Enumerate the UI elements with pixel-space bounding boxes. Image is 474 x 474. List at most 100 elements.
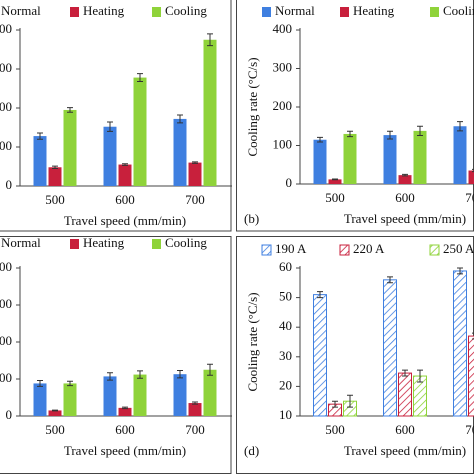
error-bar xyxy=(417,369,423,383)
chart-panel: 0 100 200 300 400 500 600 700 Normal Heating Cooli… xyxy=(236,0,474,232)
error-bar xyxy=(317,136,323,143)
bar xyxy=(63,109,77,186)
bar xyxy=(48,167,62,186)
y-tick-label: 200 xyxy=(0,99,12,114)
error-bar xyxy=(137,370,143,379)
y-tick-label: 40 xyxy=(279,318,292,333)
bar xyxy=(343,133,357,184)
x-tick-label: 500 xyxy=(325,422,345,437)
y-tick-label: 100 xyxy=(0,138,12,153)
error-bar xyxy=(402,369,408,377)
error-bar xyxy=(417,125,423,136)
legend-label: 250 A xyxy=(443,241,474,256)
x-tick-label: 500 xyxy=(45,192,65,207)
legend-swatch xyxy=(429,244,440,256)
bar xyxy=(398,175,412,184)
bar xyxy=(383,135,397,184)
chart-panel: 0 100 200 300 400 500 600 700 Normal Heating Cooli… xyxy=(0,0,232,232)
error-bar xyxy=(402,173,408,177)
bar xyxy=(453,270,467,417)
error-bar xyxy=(192,161,198,164)
panel-border xyxy=(0,0,232,232)
chart-panel: 10 20 30 40 50 60 500 600 700 190 A 220 A 250 A Trav… xyxy=(236,236,474,474)
legend-swatch xyxy=(340,7,349,17)
y-axis-label: Cooling rate (°C/s) xyxy=(245,292,260,391)
y-tick-label: 300 xyxy=(273,59,293,74)
error-bar xyxy=(52,409,58,412)
legend-swatch xyxy=(152,239,161,249)
x-tick-label: 700 xyxy=(465,422,474,437)
y-tick-label: 100 xyxy=(273,136,293,151)
error-bar xyxy=(107,121,113,132)
legend-swatch xyxy=(70,7,79,17)
legend-swatch xyxy=(152,7,161,17)
y-tick-label: 30 xyxy=(279,348,292,363)
error-bar xyxy=(332,178,338,181)
legend-label: Cooling xyxy=(165,236,207,250)
legend-label: 220 A xyxy=(353,241,385,256)
bar xyxy=(453,126,467,184)
y-tick-label: 0 xyxy=(6,177,13,192)
panel-label: (b) xyxy=(244,211,259,226)
x-axis-label: Travel speed (mm/min) xyxy=(344,211,466,226)
bar xyxy=(133,374,147,416)
chart-panel: 0 100 200 300 400 500 600 700 Normal Heating Cooli… xyxy=(0,236,232,474)
bar xyxy=(63,383,77,416)
error-bar xyxy=(207,363,213,376)
bar xyxy=(468,335,474,417)
bar xyxy=(173,118,187,186)
error-bar xyxy=(137,73,143,82)
error-bar xyxy=(177,369,183,379)
legend-label: Cooling xyxy=(165,3,207,18)
bar xyxy=(383,279,397,417)
bar xyxy=(103,126,117,186)
bar xyxy=(118,407,132,416)
legend-swatch xyxy=(261,244,272,256)
panel-border xyxy=(0,236,232,474)
x-tick-label: 700 xyxy=(185,192,205,207)
bar xyxy=(468,170,474,184)
y-tick-label: 400 xyxy=(0,259,12,274)
error-bar xyxy=(122,163,128,166)
x-tick-label: 600 xyxy=(395,190,415,205)
bar xyxy=(313,294,327,417)
bar xyxy=(103,376,117,416)
legend-swatch xyxy=(430,7,439,17)
error-bar xyxy=(317,291,323,299)
legend-label: Normal xyxy=(1,3,41,18)
legend-label: 190 A xyxy=(275,241,307,256)
x-tick-label: 700 xyxy=(185,422,205,437)
error-bar xyxy=(347,130,353,138)
bar xyxy=(398,372,412,417)
bar xyxy=(173,374,187,416)
y-tick-label: 300 xyxy=(0,296,12,311)
y-tick-label: 400 xyxy=(273,21,293,36)
error-bar xyxy=(37,379,43,387)
x-tick-label: 600 xyxy=(395,422,415,437)
bar xyxy=(188,162,202,186)
error-bar xyxy=(37,132,43,140)
legend-label: Heating xyxy=(353,3,395,18)
y-tick-label: 0 xyxy=(6,407,13,422)
x-tick-label: 600 xyxy=(115,422,135,437)
y-tick-label: 200 xyxy=(0,333,12,348)
panel-label: (d) xyxy=(244,443,259,458)
error-bar xyxy=(122,406,128,410)
error-bar xyxy=(457,267,463,275)
legend-swatch xyxy=(70,239,79,249)
y-tick-label: 400 xyxy=(0,21,12,36)
bar xyxy=(48,410,62,416)
bar xyxy=(118,164,132,186)
x-tick-label: 500 xyxy=(45,422,65,437)
error-bar xyxy=(347,394,353,408)
y-tick-label: 20 xyxy=(279,377,292,392)
bar xyxy=(203,369,217,416)
y-tick-label: 10 xyxy=(279,407,292,422)
legend-label: Heating xyxy=(83,3,125,18)
legend-label: Heating xyxy=(83,236,125,250)
bar xyxy=(313,139,327,184)
error-bar xyxy=(207,33,213,47)
x-tick-label: 600 xyxy=(115,192,135,207)
x-axis-label: Travel speed (mm/min) xyxy=(64,213,186,228)
